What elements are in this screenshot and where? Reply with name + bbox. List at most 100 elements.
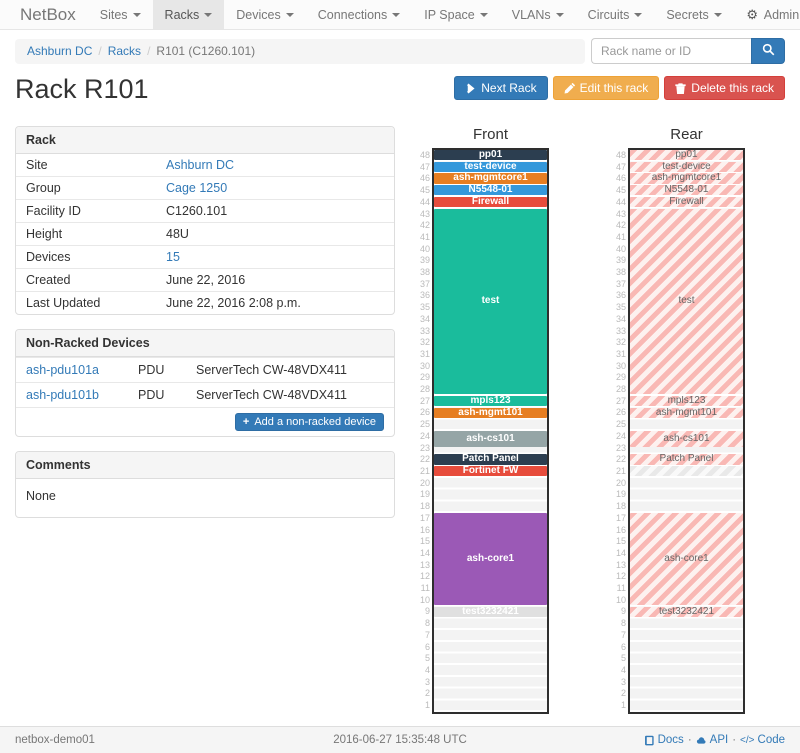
nav-item-connections[interactable]: Connections: [306, 0, 413, 29]
unit-number: 16: [615, 524, 626, 535]
rack-device-front[interactable]: test-device: [434, 161, 547, 172]
rack-search-input[interactable]: [591, 38, 751, 64]
breadcrumb-site-link[interactable]: Ashburn DC: [27, 44, 93, 58]
unit-number: 11: [420, 583, 430, 594]
table-row: ash-pdu101a PDU ServerTech CW-48VDX411: [16, 357, 394, 382]
nav-item-secrets[interactable]: Secrets: [654, 0, 733, 29]
unit-number: 19: [419, 489, 430, 500]
rack-device-front[interactable]: test3232421: [434, 606, 547, 617]
rack-device-rear[interactable]: test: [630, 208, 743, 395]
rack-device-front[interactable]: Firewall: [434, 196, 547, 207]
nav-item-vlans[interactable]: VLANs: [500, 0, 576, 29]
rack-device-front[interactable]: test: [434, 208, 547, 395]
unit-number: 35: [419, 302, 430, 313]
attr-row-height: Height 48U: [16, 222, 394, 245]
docs-link[interactable]: Docs: [644, 734, 684, 746]
nav-item-ip-space[interactable]: IP Space: [412, 0, 500, 29]
unit-number: 15: [615, 536, 626, 547]
rack-rear: pp01 test-device ash-mgmtcore1 N5548-01 Fire…: [628, 148, 745, 714]
rack-device-rear[interactable]: mpls123: [630, 395, 743, 406]
search-button[interactable]: [751, 38, 785, 64]
nav-item-sites[interactable]: Sites: [88, 0, 153, 29]
unit-number: 28: [419, 384, 430, 395]
footer-timestamp: 2016-06-27 15:35:48 UTC: [333, 734, 467, 746]
rack-device-front[interactable]: Fortinet FW: [434, 466, 547, 477]
rack-device-rear[interactable]: ash-cs101: [630, 431, 743, 447]
rack-device-front[interactable]: mpls123: [434, 395, 547, 406]
unit-number: 36: [419, 290, 430, 301]
rack-device-front[interactable]: ash-cs101: [434, 431, 547, 447]
rack-device-front[interactable]: ash-core1: [434, 512, 547, 606]
unit-number: 46: [615, 173, 626, 184]
attr-row-last-updated: Last Updated June 22, 2016 2:08 p.m.: [16, 291, 394, 314]
unit-number: 8: [620, 618, 626, 629]
rack-device-rear[interactable]: N5548-01: [630, 185, 743, 196]
code-icon: </>: [740, 734, 755, 746]
caret-down-icon: [479, 12, 488, 17]
unit-number: 31: [615, 348, 626, 359]
rack-device-rear[interactable]: pp01: [630, 150, 743, 161]
rack-front: pp01 test-device ash-mgmtcore1 N5548-01 Fire…: [432, 148, 549, 714]
rack-device-rear[interactable]: ash-mgmt101: [630, 407, 743, 418]
unit-number: 42: [615, 220, 626, 231]
unit-number: 34: [419, 313, 430, 324]
unit-number: 3: [424, 676, 430, 687]
rack-device-rear[interactable]: ash-core1: [630, 512, 743, 606]
rack-device-rear[interactable]: ash-mgmtcore1: [630, 173, 743, 184]
unit-number: 21: [419, 465, 430, 476]
caret-down-icon: [713, 12, 722, 17]
edit-rack-button[interactable]: Edit this rack: [552, 76, 660, 100]
next-rack-button[interactable]: Next Rack: [454, 76, 548, 100]
rack-device-rear[interactable]: Firewall: [630, 196, 743, 207]
brand-logo[interactable]: NetBox: [20, 4, 76, 24]
api-link[interactable]: API: [696, 734, 728, 746]
nav-item-circuits[interactable]: Circuits: [576, 0, 655, 29]
unit-number: 12: [615, 571, 626, 582]
device-link[interactable]: ash-pdu101b: [26, 388, 99, 402]
caret-down-icon: [285, 12, 294, 17]
site-link[interactable]: Ashburn DC: [166, 158, 235, 172]
group-link[interactable]: Cage 1250: [166, 181, 228, 195]
device-link[interactable]: ash-pdu101a: [26, 363, 99, 377]
table-row: ash-pdu101b PDU ServerTech CW-48VDX411: [16, 382, 394, 407]
main-nav: Sites Racks Devices Connections IP Space…: [88, 0, 734, 29]
rack-device-front[interactable]: ash-mgmt101: [434, 407, 547, 418]
unit-number: 24: [615, 430, 626, 441]
panel-title: Comments: [16, 452, 394, 479]
rack-device-rear[interactable]: [630, 466, 743, 477]
rack-device-front[interactable]: Patch Panel: [434, 454, 547, 465]
admin-link[interactable]: ⚙ Admin: [746, 6, 800, 22]
rack-device-front[interactable]: ash-mgmtcore1: [434, 173, 547, 184]
add-non-racked-device-button[interactable]: + Add a non-racked device: [234, 413, 384, 431]
nav-item-devices[interactable]: Devices: [224, 0, 305, 29]
page-title: Rack R101: [15, 74, 149, 104]
device-count-link[interactable]: 15: [166, 250, 180, 264]
unit-number: 20: [419, 477, 430, 488]
unit-number: 38: [419, 267, 430, 278]
breadcrumb-racks-link[interactable]: Racks: [107, 44, 142, 58]
comments-panel: Comments None: [15, 451, 395, 518]
unit-number: 29: [615, 372, 626, 383]
unit-number: 48: [419, 150, 430, 160]
main-content: Rack Site Ashburn DC Group Cage 1250 Fac…: [15, 126, 785, 714]
unit-number: 14: [419, 547, 430, 558]
nav-item-racks[interactable]: Racks: [152, 0, 225, 29]
rack-device-rear[interactable]: Patch Panel: [630, 454, 743, 465]
front-elevation-title: Front: [472, 126, 508, 143]
rack-device-rear[interactable]: test-device: [630, 161, 743, 172]
unit-number: 10: [615, 594, 626, 605]
unit-number: 40: [615, 243, 626, 254]
unit-number: 14: [615, 547, 626, 558]
rack-device-front[interactable]: N5548-01: [434, 185, 547, 196]
unit-number: 17: [615, 512, 626, 523]
code-link[interactable]: </> Code: [740, 734, 786, 746]
caret-down-icon: [555, 12, 564, 17]
rack-device-front[interactable]: pp01: [434, 150, 547, 161]
unit-number: 39: [615, 255, 626, 266]
plus-icon: +: [242, 416, 250, 428]
unit-number: 35: [615, 302, 626, 313]
delete-rack-button[interactable]: Delete this rack: [664, 76, 785, 100]
comments-body: None: [26, 489, 56, 503]
rack-device-rear[interactable]: test3232421: [630, 606, 743, 617]
unit-number: 43: [419, 208, 430, 219]
